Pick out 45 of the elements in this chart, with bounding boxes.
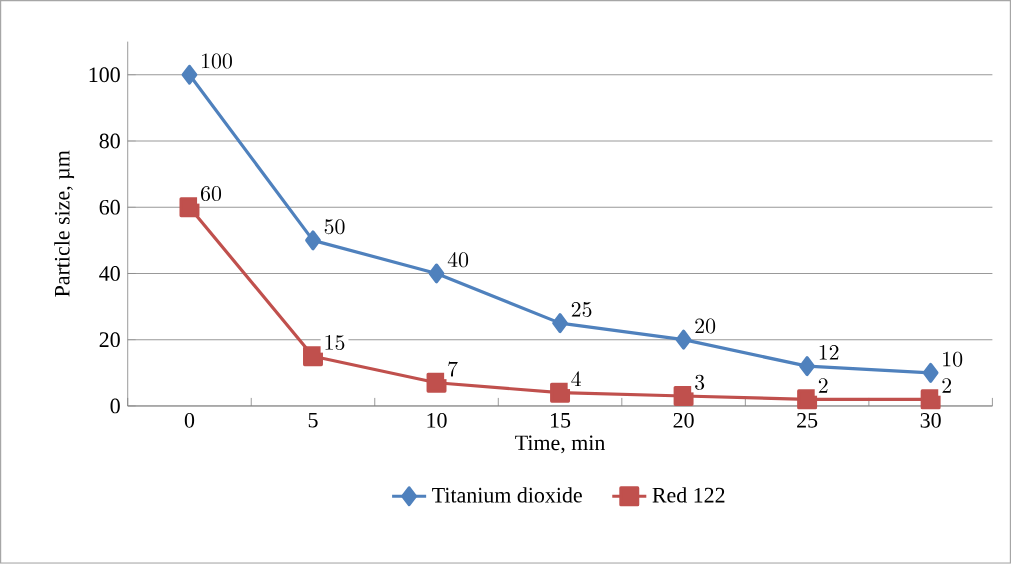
point <box>181 64 198 85</box>
data-label: 100 <box>202 53 232 69</box>
data-label: 4 <box>571 371 581 387</box>
y-tick-label: 60 <box>99 200 120 215</box>
x-tick-label: 25 <box>797 413 818 428</box>
x-tick-label: 20 <box>673 413 694 428</box>
x-axis-title: Time, min <box>515 435 606 454</box>
point <box>428 263 445 284</box>
x-tick-label: 0 <box>184 413 195 428</box>
point <box>673 386 694 407</box>
point <box>426 372 447 393</box>
data-label: 15 <box>325 335 345 351</box>
legend-label: Titanium dioxide <box>432 487 582 503</box>
data-label: 60 <box>200 186 222 202</box>
x-tick-label: 5 <box>308 413 318 428</box>
point <box>675 329 692 350</box>
data-label: 20 <box>695 318 716 334</box>
data-label: 25 <box>571 302 592 318</box>
y-tick-label: 100 <box>89 67 120 83</box>
x-tick-label: 30 <box>920 413 941 428</box>
x-tick-label: 15 <box>551 413 571 428</box>
point <box>552 313 568 334</box>
data-label: 2 <box>818 378 828 393</box>
y-axis-title: Particle size, µm <box>54 150 75 297</box>
data-label: 3 <box>695 375 705 391</box>
y-tick-label: 40 <box>99 266 120 282</box>
data-label: 50 <box>324 219 345 235</box>
point <box>305 230 321 251</box>
legend-label: Red 122 <box>652 487 725 503</box>
y-tick-label: 20 <box>99 332 120 348</box>
point <box>179 197 200 218</box>
data-label: 7 <box>448 361 458 377</box>
point <box>303 346 323 367</box>
y-tick-label: 0 <box>110 398 120 414</box>
point <box>920 389 941 410</box>
data-label: 2 <box>942 378 952 393</box>
point <box>550 382 571 403</box>
data-label: 40 <box>447 252 469 268</box>
point <box>797 389 818 410</box>
x-tick-label: 10 <box>427 413 447 428</box>
point <box>799 356 815 377</box>
data-label: 10 <box>943 351 963 367</box>
y-tick-label: 80 <box>99 133 120 149</box>
data-label: 12 <box>819 345 839 360</box>
point <box>922 363 939 383</box>
